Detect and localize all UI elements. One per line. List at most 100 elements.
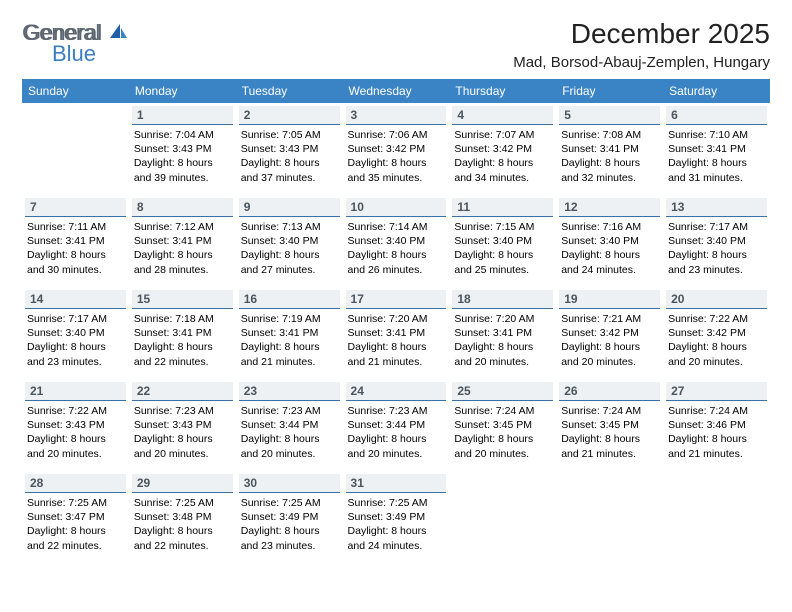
daylight-text: and 22 minutes. <box>132 539 233 553</box>
daylight-text: Daylight: 8 hours <box>666 340 767 354</box>
sunset-text: Sunset: 3:41 PM <box>132 326 233 340</box>
day-number: 4 <box>452 106 553 125</box>
dow-header: Tuesday <box>236 79 343 103</box>
daylight-text: Daylight: 8 hours <box>452 248 553 262</box>
day-cell: 29Sunrise: 7:25 AMSunset: 3:48 PMDayligh… <box>129 471 236 563</box>
day-number: 25 <box>452 382 553 401</box>
sunset-text: Sunset: 3:43 PM <box>239 142 340 156</box>
sunrise-text: Sunrise: 7:23 AM <box>239 404 340 418</box>
daylight-text: Daylight: 8 hours <box>346 524 447 538</box>
daylight-text: and 23 minutes. <box>666 263 767 277</box>
dow-header: Monday <box>129 79 236 103</box>
sunrise-text: Sunrise: 7:04 AM <box>132 128 233 142</box>
daylight-text: Daylight: 8 hours <box>239 340 340 354</box>
day-cell: 6Sunrise: 7:10 AMSunset: 3:41 PMDaylight… <box>663 103 770 195</box>
daylight-text: Daylight: 8 hours <box>132 248 233 262</box>
empty-cell <box>449 471 556 563</box>
sunrise-text: Sunrise: 7:25 AM <box>25 496 126 510</box>
sunset-text: Sunset: 3:44 PM <box>346 418 447 432</box>
sunrise-text: Sunrise: 7:13 AM <box>239 220 340 234</box>
day-number: 30 <box>239 474 340 493</box>
daylight-text: Daylight: 8 hours <box>346 248 447 262</box>
daylight-text: and 31 minutes. <box>666 171 767 185</box>
daylight-text: and 20 minutes. <box>239 447 340 461</box>
daylight-text: and 23 minutes. <box>25 355 126 369</box>
sunrise-text: Sunrise: 7:24 AM <box>452 404 553 418</box>
day-cell: 9Sunrise: 7:13 AMSunset: 3:40 PMDaylight… <box>236 195 343 287</box>
daylight-text: and 24 minutes. <box>559 263 660 277</box>
sunset-text: Sunset: 3:40 PM <box>25 326 126 340</box>
daylight-text: Daylight: 8 hours <box>666 156 767 170</box>
daylight-text: and 21 minutes. <box>239 355 340 369</box>
dow-header: Wednesday <box>343 79 450 103</box>
title-block: December 2025 Mad, Borsod-Abauj-Zemplen,… <box>513 18 770 71</box>
day-cell: 18Sunrise: 7:20 AMSunset: 3:41 PMDayligh… <box>449 287 556 379</box>
sunrise-text: Sunrise: 7:12 AM <box>132 220 233 234</box>
sunrise-text: Sunrise: 7:15 AM <box>452 220 553 234</box>
sunrise-text: Sunrise: 7:07 AM <box>452 128 553 142</box>
day-cell: 31Sunrise: 7:25 AMSunset: 3:49 PMDayligh… <box>343 471 450 563</box>
day-cell: 5Sunrise: 7:08 AMSunset: 3:41 PMDaylight… <box>556 103 663 195</box>
day-cell: 28Sunrise: 7:25 AMSunset: 3:47 PMDayligh… <box>22 471 129 563</box>
daylight-text: and 26 minutes. <box>346 263 447 277</box>
calendar-week: 28Sunrise: 7:25 AMSunset: 3:47 PMDayligh… <box>22 471 770 563</box>
day-number: 23 <box>239 382 340 401</box>
sunset-text: Sunset: 3:40 PM <box>666 234 767 248</box>
daylight-text: Daylight: 8 hours <box>239 156 340 170</box>
daylight-text: Daylight: 8 hours <box>559 432 660 446</box>
sunrise-text: Sunrise: 7:11 AM <box>25 220 126 234</box>
day-number: 24 <box>346 382 447 401</box>
daylight-text: and 35 minutes. <box>346 171 447 185</box>
sunrise-text: Sunrise: 7:20 AM <box>452 312 553 326</box>
day-cell: 17Sunrise: 7:20 AMSunset: 3:41 PMDayligh… <box>343 287 450 379</box>
day-number: 7 <box>25 198 126 217</box>
daylight-text: Daylight: 8 hours <box>559 340 660 354</box>
day-cell: 10 Sunrise: 7:14 AMSunset: 3:40 PMDayligh… <box>343 195 450 287</box>
daylight-text: and 20 minutes. <box>346 447 447 461</box>
sunrise-text: Sunrise: 7:14 AM <box>346 220 447 234</box>
day-cell: 24Sunrise: 7:23 AMSunset: 3:44 PMDayligh… <box>343 379 450 471</box>
day-number: 12 <box>559 198 660 217</box>
brand-logo-stack: General Blue <box>24 22 128 65</box>
calendar-table: SundayMondayTuesdayWednesdayThursdayFrid… <box>22 79 770 563</box>
dow-header: Friday <box>556 79 663 103</box>
daylight-text: and 20 minutes. <box>25 447 126 461</box>
sunset-text: Sunset: 3:42 PM <box>666 326 767 340</box>
daylight-text: Daylight: 8 hours <box>666 248 767 262</box>
day-cell: 30Sunrise: 7:25 AMSunset: 3:49 PMDayligh… <box>236 471 343 563</box>
sunrise-text: Sunrise: 7:25 AM <box>132 496 233 510</box>
day-number: 17 <box>346 290 447 309</box>
daylight-text: and 32 minutes. <box>559 171 660 185</box>
day-number: 5 <box>559 106 660 125</box>
sunrise-text: Sunrise: 7:10 AM <box>666 128 767 142</box>
sunrise-text: Sunrise: 7:19 AM <box>239 312 340 326</box>
daylight-text: Daylight: 8 hours <box>25 248 126 262</box>
sunset-text: Sunset: 3:45 PM <box>559 418 660 432</box>
sunset-text: Sunset: 3:40 PM <box>239 234 340 248</box>
day-number: 10 <box>346 198 447 217</box>
day-number: 8 <box>132 198 233 217</box>
day-number: 29 <box>132 474 233 493</box>
sunset-text: Sunset: 3:41 PM <box>346 326 447 340</box>
sunset-text: Sunset: 3:41 PM <box>559 142 660 156</box>
empty-cell <box>22 103 129 195</box>
sunset-text: Sunset: 3:40 PM <box>346 234 447 248</box>
daylight-text: Daylight: 8 hours <box>666 432 767 446</box>
sunset-text: Sunset: 3:49 PM <box>239 510 340 524</box>
brand-word-2: Blue <box>52 41 96 66</box>
daylight-text: Daylight: 8 hours <box>132 432 233 446</box>
daylight-text: and 30 minutes. <box>25 263 126 277</box>
sunset-text: Sunset: 3:45 PM <box>452 418 553 432</box>
dow-header: Saturday <box>663 79 770 103</box>
sunset-text: Sunset: 3:44 PM <box>239 418 340 432</box>
sunrise-text: Sunrise: 7:25 AM <box>346 496 447 510</box>
day-number: 26 <box>559 382 660 401</box>
day-cell: 1Sunrise: 7:04 AMSunset: 3:43 PMDaylight… <box>129 103 236 195</box>
daylight-text: and 22 minutes. <box>132 355 233 369</box>
sunset-text: Sunset: 3:49 PM <box>346 510 447 524</box>
day-cell: 25Sunrise: 7:24 AMSunset: 3:45 PMDayligh… <box>449 379 556 471</box>
empty-cell <box>663 471 770 563</box>
daylight-text: Daylight: 8 hours <box>346 432 447 446</box>
daylight-text: Daylight: 8 hours <box>452 156 553 170</box>
daylight-text: Daylight: 8 hours <box>132 340 233 354</box>
